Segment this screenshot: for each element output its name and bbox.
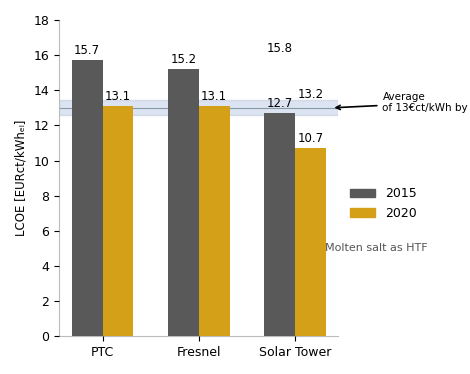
Bar — [59, 100, 338, 115]
Bar — [264, 113, 295, 336]
Bar — [102, 106, 133, 336]
Y-axis label: LCOE [EURct/kWhₑₗ]: LCOE [EURct/kWhₑₗ] — [15, 120, 28, 236]
Bar — [199, 106, 229, 336]
Bar — [168, 69, 199, 336]
Text: Molten salt as HTF: Molten salt as HTF — [325, 243, 428, 253]
Text: 13.1: 13.1 — [201, 90, 227, 103]
Bar — [295, 148, 326, 336]
Text: 13.1: 13.1 — [105, 90, 131, 103]
Bar — [72, 61, 102, 336]
Text: 15.8: 15.8 — [266, 43, 292, 55]
Text: 13.2: 13.2 — [297, 88, 323, 101]
Text: 10.7: 10.7 — [297, 132, 323, 145]
Text: Average
of 13€ct/kWh by 2020: Average of 13€ct/kWh by 2020 — [336, 92, 470, 113]
Legend: 2015, 2020: 2015, 2020 — [345, 182, 422, 224]
Text: 12.7: 12.7 — [266, 97, 293, 110]
Text: 15.7: 15.7 — [74, 44, 100, 57]
Text: 15.2: 15.2 — [170, 53, 196, 66]
